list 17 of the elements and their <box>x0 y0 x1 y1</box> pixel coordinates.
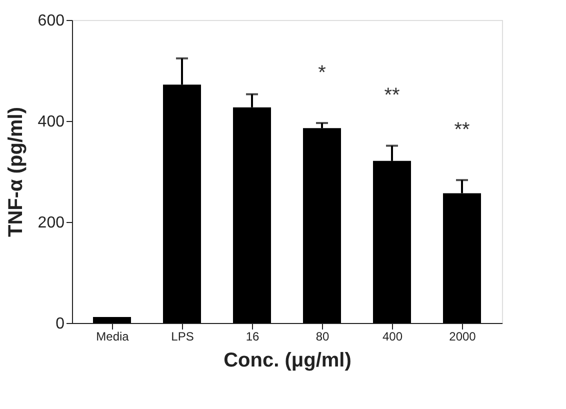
x-tick-label: 16 <box>246 330 260 344</box>
x-tick-label: Media <box>96 330 130 344</box>
annotation: ** <box>454 119 470 142</box>
x-tick-label: 400 <box>382 330 403 344</box>
x-tick-label: 2000 <box>449 330 476 344</box>
bar <box>303 128 341 323</box>
x-tick-label: 80 <box>316 330 330 344</box>
x-axis-title: Conc. (μg/ml) <box>224 350 352 372</box>
y-tick-label: 200 <box>38 214 65 232</box>
y-tick-label: 0 <box>56 316 65 332</box>
y-tick-label: 400 <box>38 114 65 130</box>
annotation: * <box>318 62 326 84</box>
y-tick-label: 600 <box>38 12 65 30</box>
bar <box>93 316 131 323</box>
y-axis-title: TNF-α (pg/ml) <box>4 106 27 238</box>
x-tick-label: LPS <box>171 330 194 344</box>
annotation: ** <box>384 84 400 107</box>
